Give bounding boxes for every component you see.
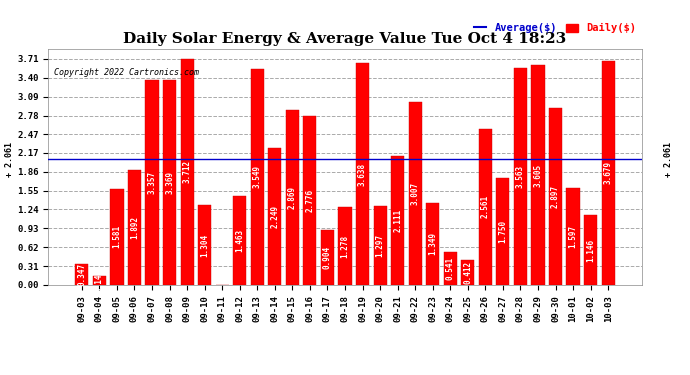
- Text: 2.869: 2.869: [288, 186, 297, 209]
- Text: 0.412: 0.412: [463, 261, 472, 284]
- Text: 0.141: 0.141: [95, 269, 104, 292]
- Bar: [531, 65, 544, 285]
- Text: 1.349: 1.349: [428, 232, 437, 255]
- Legend: Average($), Daily($): Average($), Daily($): [474, 23, 636, 33]
- Bar: [304, 116, 317, 285]
- Bar: [479, 129, 492, 285]
- Bar: [128, 170, 141, 285]
- Text: 3.679: 3.679: [604, 161, 613, 184]
- Bar: [444, 252, 457, 285]
- Bar: [93, 276, 106, 285]
- Bar: [75, 264, 88, 285]
- Bar: [584, 215, 597, 285]
- Text: 2.111: 2.111: [393, 209, 402, 232]
- Bar: [286, 110, 299, 285]
- Text: 3.357: 3.357: [148, 171, 157, 194]
- Text: + 2.061: + 2.061: [664, 142, 673, 177]
- Text: 0.347: 0.347: [77, 263, 86, 286]
- Bar: [549, 108, 562, 285]
- Bar: [373, 206, 386, 285]
- Text: 1.146: 1.146: [586, 238, 595, 262]
- Text: 2.776: 2.776: [306, 189, 315, 212]
- Bar: [163, 80, 176, 285]
- Bar: [566, 188, 580, 285]
- Bar: [514, 68, 527, 285]
- Bar: [408, 102, 422, 285]
- Text: 2.561: 2.561: [481, 195, 490, 219]
- Text: 1.304: 1.304: [200, 234, 209, 257]
- Text: 3.638: 3.638: [358, 162, 367, 186]
- Bar: [356, 63, 369, 285]
- Text: 3.007: 3.007: [411, 182, 420, 205]
- Bar: [181, 59, 194, 285]
- Title: Daily Solar Energy & Average Value Tue Oct 4 18:23: Daily Solar Energy & Average Value Tue O…: [124, 32, 566, 46]
- Text: 1.278: 1.278: [340, 234, 350, 258]
- Text: 3.369: 3.369: [165, 171, 174, 194]
- Text: 0.541: 0.541: [446, 257, 455, 280]
- Bar: [496, 178, 509, 285]
- Bar: [338, 207, 352, 285]
- Bar: [321, 230, 334, 285]
- Text: 1.297: 1.297: [375, 234, 384, 257]
- Bar: [268, 148, 282, 285]
- Text: 0.904: 0.904: [323, 246, 332, 269]
- Text: 1.581: 1.581: [112, 225, 121, 248]
- Text: + 2.061: + 2.061: [6, 142, 14, 177]
- Text: Copyright 2022 Cartronics.com: Copyright 2022 Cartronics.com: [55, 68, 199, 76]
- Text: 1.750: 1.750: [498, 220, 507, 243]
- Text: 3.605: 3.605: [533, 164, 542, 187]
- Text: 2.249: 2.249: [270, 205, 279, 228]
- Text: 3.563: 3.563: [516, 165, 525, 188]
- Bar: [426, 203, 440, 285]
- Text: 2.897: 2.897: [551, 185, 560, 208]
- Text: 1.892: 1.892: [130, 216, 139, 239]
- Text: 1.463: 1.463: [235, 229, 244, 252]
- Bar: [198, 206, 211, 285]
- Bar: [250, 69, 264, 285]
- Bar: [146, 80, 159, 285]
- Text: 1.597: 1.597: [569, 225, 578, 248]
- Bar: [110, 189, 124, 285]
- Bar: [233, 196, 246, 285]
- Bar: [602, 61, 615, 285]
- Bar: [461, 260, 475, 285]
- Text: 3.712: 3.712: [183, 160, 192, 183]
- Bar: [391, 156, 404, 285]
- Text: 3.549: 3.549: [253, 165, 262, 188]
